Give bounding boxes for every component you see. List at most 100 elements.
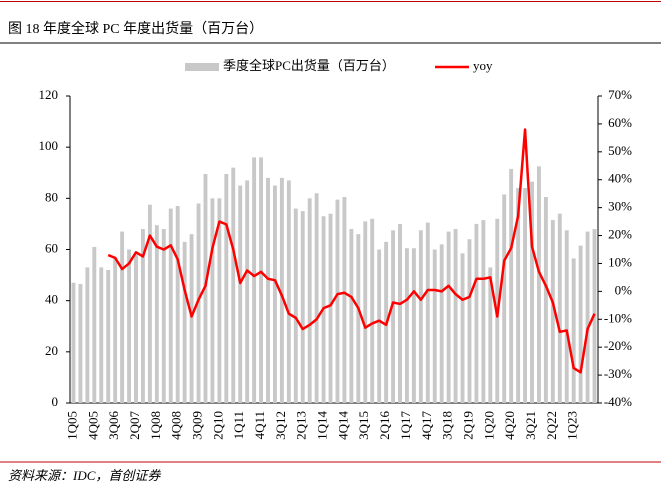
x-tick-label: 2Q16 [377,411,392,440]
x-tick-label: 2Q22 [544,411,559,440]
bar [453,229,458,403]
bar [550,220,555,403]
x-tick-label: 3Q12 [273,411,288,440]
x-tick-label: 1Q20 [481,411,496,440]
y2-tick-label: 40% [608,171,632,186]
y2-tick-label: 60% [608,115,632,130]
bar [342,197,347,403]
bar [99,267,104,403]
bar [182,241,187,403]
bar [224,174,229,403]
legend-label: yoy [473,58,493,73]
y-tick-label: 60 [45,240,58,255]
bar [238,185,243,403]
bar [516,188,521,403]
y-tick-label: 120 [39,87,59,102]
x-tick-label: 4Q17 [419,411,434,440]
y2-tick-label: -40% [604,394,632,409]
x-tick-label: 4Q20 [502,411,517,440]
bar [564,230,569,403]
bar [537,166,541,403]
bar [113,257,118,403]
chart-title: 图 18 年度全球 PC 年度出货量（百万台） [8,20,263,37]
line [107,128,596,374]
bar [259,157,263,403]
bar [335,199,340,403]
y2-tick-label: 30% [608,199,632,214]
legend-label: 季度全球PC出货量（百万台） [223,58,395,73]
y-tick-label: 0 [52,394,59,409]
bar [481,220,486,403]
bar [439,244,444,403]
bar [418,230,423,403]
bar [502,194,507,403]
bar [328,213,333,403]
bar [398,223,402,403]
x-tick-label: 2Q10 [210,411,225,440]
x-tick-label: 3Q09 [190,411,205,440]
bar [196,203,201,403]
bar [530,181,534,403]
bar [474,223,479,403]
y-tick-label: 20 [45,343,58,358]
bar [266,177,270,403]
bar [523,188,527,403]
bar [307,198,312,403]
bar [245,180,250,403]
y2-tick-label: -30% [604,366,632,381]
bar [168,208,173,403]
bar [405,248,409,403]
bar [411,248,416,403]
y2-tick-label: 0% [615,282,633,297]
bar [467,239,472,403]
legend-swatch [185,63,219,71]
bar [286,180,291,403]
bar [293,208,298,403]
bar [231,167,236,403]
bar [571,258,576,403]
y-tick-label: 40 [45,292,58,307]
bar [557,213,562,403]
source: 资料来源：IDC，首创证券 [8,468,161,483]
bar [585,231,590,403]
y-tick-label: 80 [45,189,58,204]
x-tick-label: 1Q14 [315,411,330,440]
x-tick-label: 4Q14 [335,411,350,440]
x-tick-label: 1Q08 [148,411,163,440]
bar [78,284,83,403]
bar [509,168,514,403]
bar [425,222,430,403]
y2-tick-label: 50% [608,143,632,158]
x-tick-label: 1Q11 [231,411,246,439]
x-tick-label: 3Q15 [356,411,371,440]
bar [120,231,125,403]
y2-tick-label: -20% [604,338,632,353]
bar [391,230,395,403]
bar [92,246,97,403]
bar [370,218,375,403]
bar [106,269,111,403]
x-tick-label: 4Q11 [252,411,267,439]
x-tick-label: 4Q08 [169,411,184,440]
bar [273,185,277,403]
bar [134,254,138,403]
x-tick-label: 3Q21 [523,411,538,440]
bar [377,249,382,403]
bar [71,282,76,403]
bar [147,204,152,403]
x-tick-label: 3Q18 [440,411,455,440]
bar [349,229,354,403]
bar [127,249,131,403]
bar [154,225,159,403]
y-tick-label: 100 [39,138,59,153]
bar [210,198,215,403]
x-tick-label: 2Q07 [127,411,142,440]
bar [446,231,451,403]
bar [189,234,194,403]
bar [175,206,180,403]
bar [578,245,583,403]
y2-tick-label: 10% [608,254,632,269]
bar [356,234,361,403]
x-tick-label: 3Q06 [106,411,121,440]
